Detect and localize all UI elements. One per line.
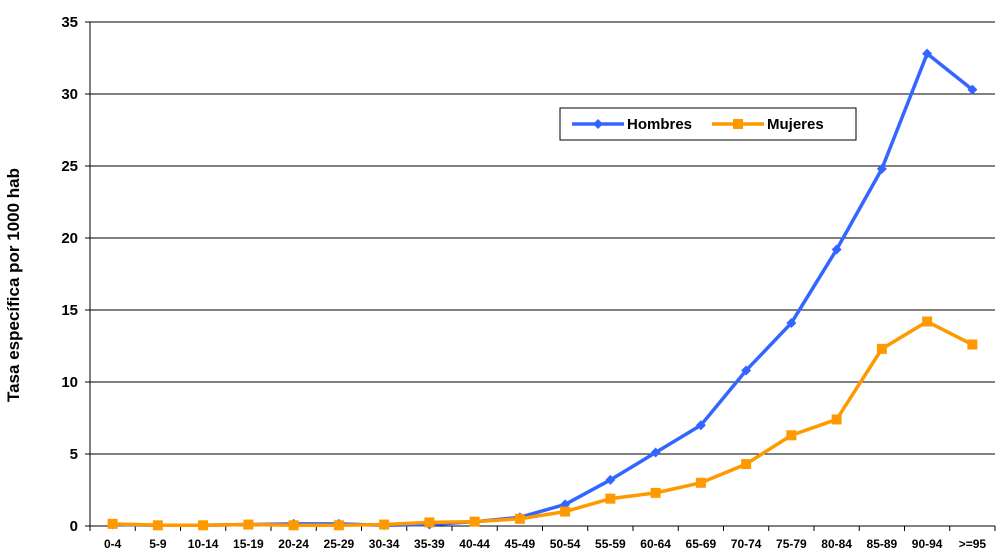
data-point <box>922 316 933 327</box>
x-tick-label: 5-9 <box>149 537 167 551</box>
y-tick-label: 10 <box>61 374 78 391</box>
grid-lines <box>90 21 995 455</box>
data-point <box>831 414 842 425</box>
x-tick-label: 35-39 <box>414 537 445 551</box>
data-point <box>650 447 661 458</box>
data-point <box>152 520 163 531</box>
data-point <box>876 343 887 354</box>
data-point <box>876 163 887 174</box>
data-point <box>469 516 480 527</box>
y-tick-label: 5 <box>70 446 78 463</box>
data-point <box>695 477 706 488</box>
data-point <box>288 520 299 531</box>
data-point <box>967 339 978 350</box>
data-point <box>514 513 525 524</box>
data-point <box>695 420 706 431</box>
legend: Hombres Mujeres <box>559 107 857 141</box>
data-point <box>786 317 797 328</box>
x-tick-label: 15-19 <box>233 537 264 551</box>
legend-marker <box>593 119 603 129</box>
series-mujeres <box>107 316 978 531</box>
x-tick-label: 80-84 <box>821 537 852 551</box>
series-line <box>112 319 974 528</box>
x-tick-label: 55-59 <box>595 537 626 551</box>
x-tick-label: 45-49 <box>505 537 536 551</box>
x-tick-label: 10-14 <box>188 537 219 551</box>
legend-label: Hombres <box>627 116 692 133</box>
x-tick-label: 60-64 <box>640 537 671 551</box>
x-tick-label: 75-79 <box>776 537 807 551</box>
x-tick-label: 25-29 <box>324 537 355 551</box>
series <box>107 48 978 531</box>
x-tick-label: 65-69 <box>686 537 717 551</box>
data-point <box>741 365 752 376</box>
x-tick-label: >=95 <box>959 537 987 551</box>
x-tick-label: 50-54 <box>550 537 581 551</box>
y-tick-label: 0 <box>70 518 78 535</box>
data-point <box>650 487 661 498</box>
y-axis-label: Tasa específica por 1000 hab <box>4 168 23 402</box>
data-point <box>786 430 797 441</box>
data-point <box>922 48 933 59</box>
data-point <box>243 519 254 530</box>
legend-marker <box>733 119 743 129</box>
data-point <box>605 474 616 485</box>
data-point <box>107 518 118 529</box>
x-tick-label: 90-94 <box>912 537 943 551</box>
data-point <box>831 244 842 255</box>
data-point <box>605 493 616 504</box>
legend-box <box>559 107 857 141</box>
data-point <box>424 517 435 528</box>
data-point <box>333 520 344 531</box>
data-point <box>967 84 978 95</box>
y-tick-labels: 0 5 10 15 20 25 30 35 <box>61 14 78 535</box>
y-tick-label: 25 <box>61 158 78 175</box>
x-tick-label: 20-24 <box>278 537 309 551</box>
data-point <box>379 519 390 530</box>
data-point <box>741 459 752 470</box>
data-point <box>560 506 571 517</box>
data-point <box>198 520 209 531</box>
y-tick-label: 35 <box>61 14 78 31</box>
axes <box>85 21 996 531</box>
legend-label: Mujeres <box>767 116 824 133</box>
x-tick-label: 30-34 <box>369 537 400 551</box>
legend-item-hombres: Hombres <box>572 116 692 133</box>
x-tick-label: 40-44 <box>459 537 490 551</box>
legend-item-mujeres: Mujeres <box>712 116 824 133</box>
y-tick-label: 20 <box>61 230 78 247</box>
x-tick-label: 85-89 <box>867 537 898 551</box>
y-tick-label: 30 <box>61 86 78 103</box>
x-tick-label: 0-4 <box>104 537 122 551</box>
x-tick-label: 70-74 <box>731 537 762 551</box>
y-tick-label: 15 <box>61 302 78 319</box>
x-tick-labels: 0-4 5-9 10-14 15-19 20-24 25-29 30-34 35-39 40-4… <box>104 537 986 551</box>
